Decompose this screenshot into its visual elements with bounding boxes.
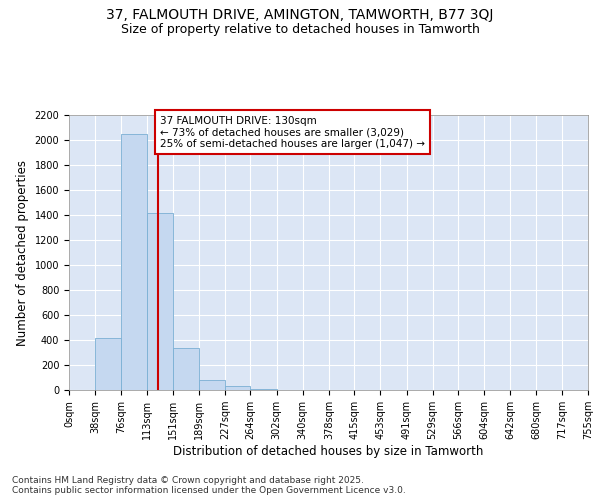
Bar	[199, 380, 225, 390]
Bar	[146, 212, 173, 390]
Bar	[173, 348, 199, 390]
Bar	[95, 338, 121, 390]
Text: Size of property relative to detached houses in Tamworth: Size of property relative to detached ho…	[121, 22, 479, 36]
Bar	[225, 386, 250, 390]
Y-axis label: Number of detached properties: Number of detached properties	[16, 160, 29, 346]
X-axis label: Distribution of detached houses by size in Tamworth: Distribution of detached houses by size …	[173, 445, 484, 458]
Text: 37 FALMOUTH DRIVE: 130sqm
← 73% of detached houses are smaller (3,029)
25% of se: 37 FALMOUTH DRIVE: 130sqm ← 73% of detac…	[160, 116, 425, 149]
Text: Contains HM Land Registry data © Crown copyright and database right 2025.
Contai: Contains HM Land Registry data © Crown c…	[12, 476, 406, 495]
Bar	[121, 134, 146, 390]
Bar	[250, 389, 277, 390]
Text: 37, FALMOUTH DRIVE, AMINGTON, TAMWORTH, B77 3QJ: 37, FALMOUTH DRIVE, AMINGTON, TAMWORTH, …	[106, 8, 494, 22]
